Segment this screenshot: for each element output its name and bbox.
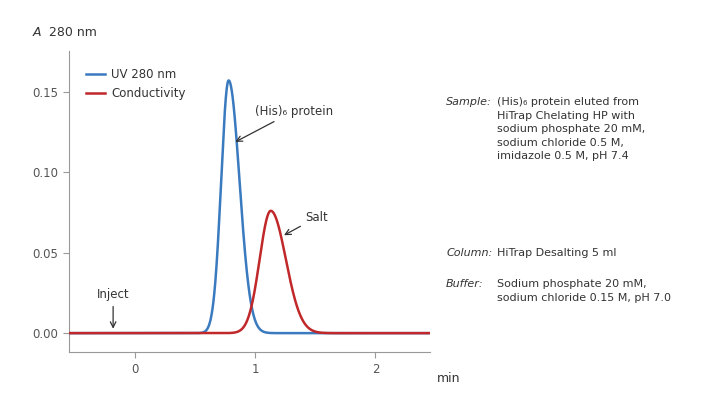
Text: Sample:: Sample: xyxy=(446,97,492,107)
Text: A: A xyxy=(32,27,41,40)
Text: Sodium phosphate 20 mM,
sodium chloride 0.15 M, pH 7.0: Sodium phosphate 20 mM, sodium chloride … xyxy=(497,279,671,303)
Text: (His)₆ protein: (His)₆ protein xyxy=(237,105,334,141)
Legend: UV 280 nm, Conductivity: UV 280 nm, Conductivity xyxy=(82,63,191,105)
Text: (His)₆ protein eluted from
HiTrap Chelating HP with
sodium phosphate 20 mM,
sodi: (His)₆ protein eluted from HiTrap Chelat… xyxy=(497,97,645,162)
Text: 280 nm: 280 nm xyxy=(45,27,97,40)
Text: Salt: Salt xyxy=(285,211,329,234)
Text: Inject: Inject xyxy=(97,288,129,327)
Text: HiTrap Desalting 5 ml: HiTrap Desalting 5 ml xyxy=(497,248,617,257)
Text: Column:: Column: xyxy=(446,248,492,257)
Text: Buffer:: Buffer: xyxy=(446,279,484,289)
Text: min: min xyxy=(437,372,461,385)
